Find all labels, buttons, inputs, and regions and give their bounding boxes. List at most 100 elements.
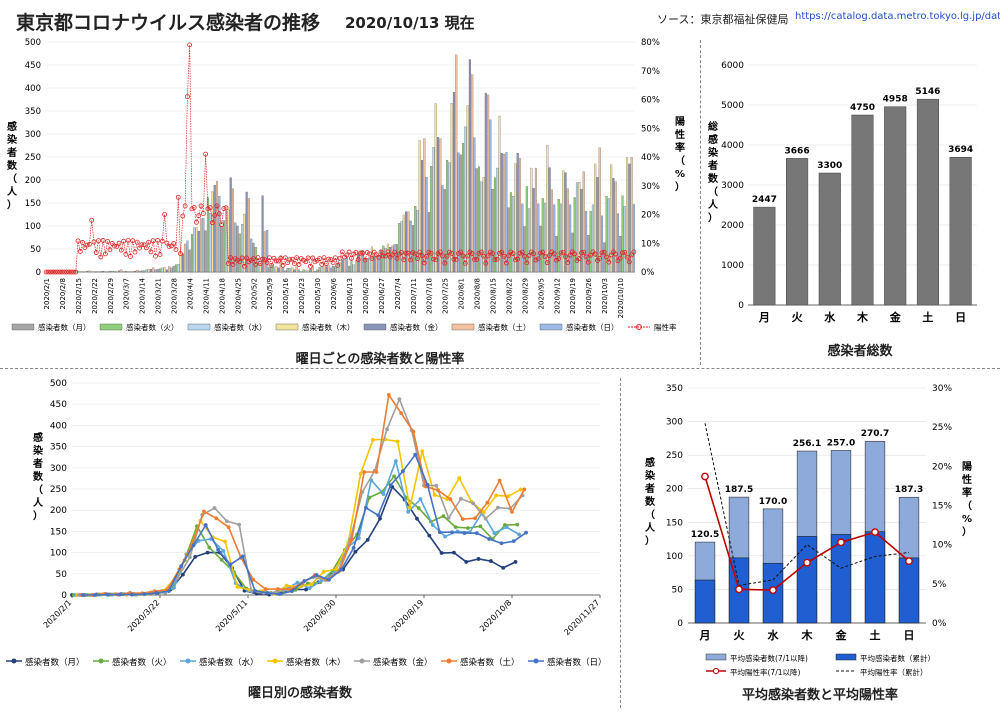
bar <box>238 233 241 273</box>
rate-point <box>583 254 589 260</box>
y-tick-label: 500 <box>50 379 67 389</box>
y-axis-title: 数 <box>7 159 18 172</box>
rate-point <box>871 528 879 537</box>
rate-point <box>421 260 427 266</box>
series-point <box>202 509 206 514</box>
data-label: 170.0 <box>759 497 787 507</box>
rate-point <box>57 269 63 275</box>
bar <box>375 255 378 273</box>
series-point <box>420 449 425 454</box>
rate-point <box>46 269 51 275</box>
rate-point <box>344 252 350 258</box>
bar <box>175 264 178 273</box>
x-tick-label: 2020/6/13 <box>346 278 354 314</box>
y-axis-title: 人 <box>708 198 719 211</box>
y2-tick-label: 30% <box>932 384 952 394</box>
bar <box>400 221 403 273</box>
bar <box>250 238 253 273</box>
total-bar <box>949 156 972 306</box>
rate-point <box>408 257 414 263</box>
rate-point <box>428 250 434 256</box>
legend-label: 感染者数（日） <box>566 322 619 332</box>
series-point <box>436 488 440 493</box>
bar <box>414 206 417 273</box>
y-tick-label: 300 <box>666 418 683 428</box>
y-tick-label: 300 <box>50 464 67 474</box>
rate-point <box>130 238 136 244</box>
y2-axis-title: ） <box>675 180 685 193</box>
divider-vertical-bottom <box>620 378 621 708</box>
series-point <box>105 592 110 597</box>
series-point <box>295 580 300 585</box>
bar <box>99 270 102 273</box>
x-tick-label: 2020/7/11 <box>410 278 418 314</box>
source-link[interactable]: https://catalog.data.metro.tokyo.lg.jp/d… <box>795 11 1000 22</box>
bar <box>152 267 155 273</box>
rate-point <box>93 250 99 255</box>
bar <box>311 265 314 273</box>
rate-point <box>132 249 138 255</box>
y-tick-label: 300 <box>25 130 41 140</box>
rate-point <box>604 254 609 260</box>
rate-point <box>210 220 215 226</box>
bar <box>562 170 565 273</box>
rate-point <box>355 257 361 263</box>
y-tick-label: 0 <box>36 268 41 278</box>
series-point <box>392 474 396 479</box>
rate-point <box>212 212 218 218</box>
series-point <box>172 585 176 590</box>
series-point <box>413 452 418 457</box>
rate-point <box>558 250 564 256</box>
series-point <box>180 572 185 577</box>
legend-label: 感染者数（木） <box>286 657 346 668</box>
rate-point <box>540 249 546 255</box>
series-point <box>307 586 312 591</box>
x-tick-label: 2020/5/9 <box>266 278 274 309</box>
rate-point <box>328 257 334 263</box>
average-rate-chart: 0 50 100 150 200 250 300 350 0% 5% 10% 15% 20% 25% 30%… <box>644 384 972 677</box>
data-label: 2447 <box>752 195 777 205</box>
series-line <box>80 392 526 596</box>
y2-tick-label: 40% <box>641 153 660 163</box>
bar <box>466 105 469 273</box>
bar <box>468 59 471 273</box>
bar <box>500 153 503 273</box>
series-point <box>237 522 242 527</box>
y-tick-label: 0 <box>677 619 683 629</box>
series-point <box>497 478 502 483</box>
rate-point <box>159 238 165 244</box>
x-tick-label: 2020/5/2 <box>250 278 258 309</box>
rate-point <box>310 255 316 261</box>
series-point <box>416 506 421 510</box>
rate-point <box>399 250 404 255</box>
x-tick-label: 2020/2/1 <box>43 278 51 309</box>
series-point <box>221 549 226 553</box>
series-point <box>511 539 516 544</box>
rate-point <box>141 242 147 248</box>
rate-point <box>522 253 527 259</box>
bar <box>168 266 171 273</box>
y2-axis-title: 陽 <box>962 461 972 473</box>
rate-point <box>360 250 366 256</box>
rate-point <box>139 242 145 247</box>
x-tick-label: 2020/7/25 <box>442 278 450 314</box>
bar <box>206 197 209 273</box>
series-point <box>80 593 85 597</box>
rate-point <box>317 256 322 262</box>
legend-label: 感染者数（日） <box>547 657 607 668</box>
bar <box>149 269 152 273</box>
bar <box>143 270 146 273</box>
data-label: 257.0 <box>827 438 855 448</box>
rate-point <box>337 255 343 261</box>
y-axis-title: ） <box>33 509 43 522</box>
y-tick-label: 50 <box>672 585 684 595</box>
legend-swatch <box>99 323 123 331</box>
bar <box>339 262 342 273</box>
bar <box>172 265 175 273</box>
y2-tick-label: 20% <box>932 462 952 472</box>
bar <box>220 225 223 273</box>
bar <box>298 269 301 273</box>
y2-tick-label: 60% <box>641 96 660 106</box>
series-point <box>450 530 455 535</box>
y-axis-title: （ <box>33 483 43 496</box>
